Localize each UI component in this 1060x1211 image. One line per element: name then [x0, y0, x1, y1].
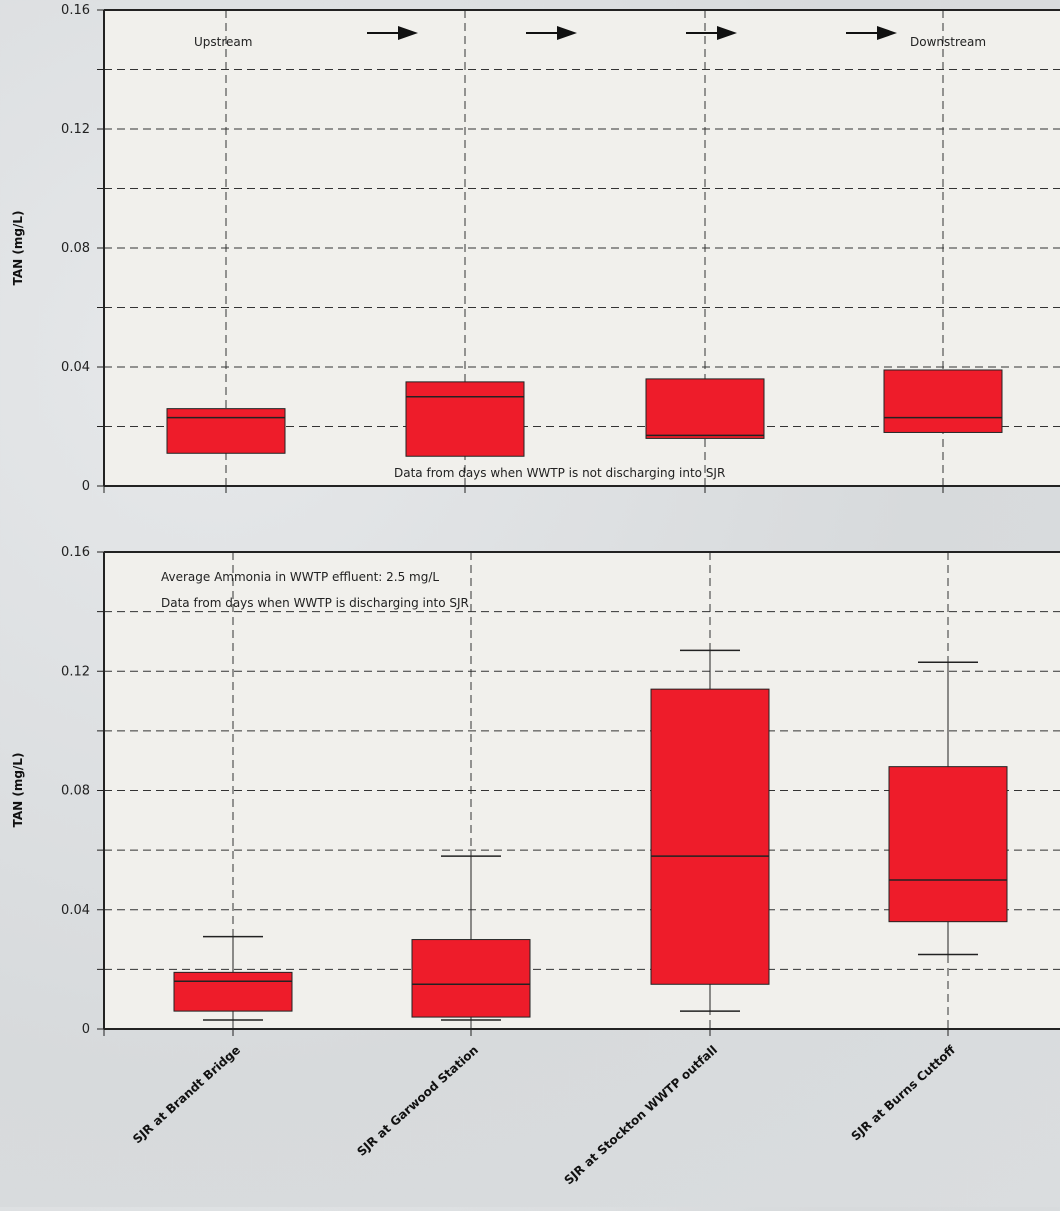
box-1 — [166, 408, 286, 454]
y-tick-label: 0.12 — [61, 122, 90, 137]
x-tick-label: SJR at Garwood Station — [354, 1043, 481, 1159]
box-body — [883, 369, 1003, 433]
flow-arrow-icon — [367, 26, 418, 40]
y-tick-labels: 0 0.04 0.08 0.12 0.16 — [61, 3, 90, 494]
y-tick-label: 0.04 — [61, 360, 90, 375]
box-body — [888, 766, 1008, 923]
x-tick-labels: SJR at Brandt Bridge SJR at Garwood Stati… — [130, 1043, 958, 1188]
y-tick-label: 0 — [82, 1022, 90, 1037]
box-4 — [888, 661, 1008, 956]
flow-arrow-icon — [526, 26, 577, 40]
axis-ticks — [97, 551, 949, 1036]
condition-note: Data from days when WWTP is discharging … — [161, 596, 469, 610]
flow-arrow-icon — [846, 26, 897, 40]
axis-ticks — [97, 9, 944, 493]
box-body — [166, 408, 286, 454]
box-3 — [645, 378, 765, 439]
y-tick-labels: 0 0.04 0.08 0.12 0.16 — [61, 545, 90, 1037]
y-axis-label: TAN (mg/L) — [11, 753, 25, 828]
x-tick-label: SJR at Brandt Bridge — [130, 1043, 243, 1147]
y-tick-label: 0.08 — [61, 241, 90, 256]
box-series — [166, 369, 1003, 457]
x-tick-label: SJR at Stockton WWTP outfall — [562, 1043, 720, 1188]
x-tick-label: SJR at Burns Cuttoff — [848, 1043, 958, 1144]
box-3 — [650, 649, 770, 1012]
upstream-label: Upstream — [194, 35, 252, 49]
box-body — [411, 939, 531, 1018]
box-2 — [405, 381, 525, 457]
downstream-label: Downstream — [910, 35, 986, 49]
box-2 — [411, 855, 531, 1021]
y-tick-label: 0.16 — [61, 545, 90, 560]
box-body — [173, 971, 293, 1012]
box-1 — [173, 935, 293, 1021]
avg-ammonia-note: Average Ammonia in WWTP effluent: 2.5 mg… — [161, 570, 439, 584]
box-body — [645, 378, 765, 439]
y-tick-label: 0.08 — [61, 784, 90, 799]
y-tick-label: 0.04 — [61, 903, 90, 918]
box-body — [650, 688, 770, 985]
y-axis-label: TAN (mg/L) — [11, 211, 25, 286]
box-body — [405, 381, 525, 457]
y-tick-label: 0 — [82, 479, 90, 494]
panel-not-discharging: 0 0.04 0.08 0.12 0.16 TAN (mg/L) Upstream Do… — [11, 3, 1060, 494]
y-tick-label: 0.16 — [61, 3, 90, 18]
flow-arrow-icon — [686, 26, 737, 40]
condition-note: Data from days when WWTP is not discharg… — [394, 466, 725, 480]
box-series — [173, 649, 1008, 1021]
panel-discharging: 0 0.04 0.08 0.12 0.16 TAN (mg/L) Average Amm… — [11, 545, 1060, 1187]
y-tick-label: 0.12 — [61, 664, 90, 679]
box-4 — [883, 369, 1003, 433]
